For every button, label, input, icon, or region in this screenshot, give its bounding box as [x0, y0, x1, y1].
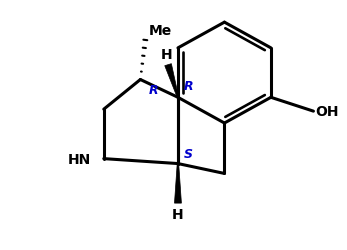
Polygon shape [165, 64, 179, 98]
Text: R: R [184, 80, 194, 92]
Polygon shape [175, 164, 181, 203]
Text: Me: Me [148, 24, 171, 38]
Text: S: S [184, 148, 193, 160]
Text: R: R [148, 84, 158, 96]
Text: H: H [160, 48, 172, 62]
Text: OH: OH [315, 105, 339, 119]
Text: HN: HN [68, 152, 91, 166]
Text: H: H [172, 207, 184, 221]
